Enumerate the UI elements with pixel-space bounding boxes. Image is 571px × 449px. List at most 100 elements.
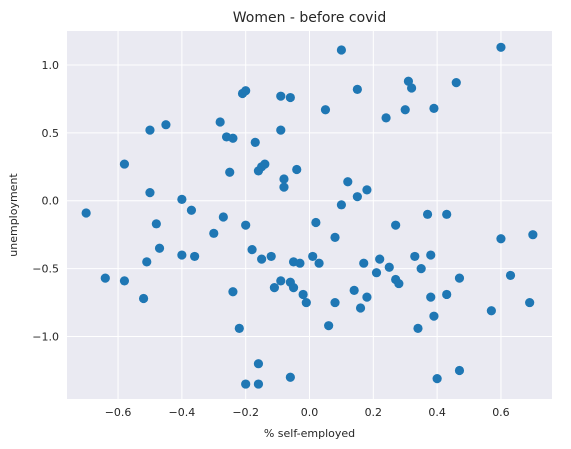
x-axis-label: % self-employed: [264, 427, 355, 440]
data-point: [426, 250, 436, 260]
data-point: [145, 125, 155, 135]
data-point: [276, 125, 286, 135]
data-point: [161, 120, 171, 130]
data-point: [451, 78, 461, 88]
data-point: [279, 182, 289, 192]
data-point: [241, 379, 251, 389]
data-point: [422, 209, 433, 219]
data-point: [285, 92, 295, 103]
data-point: [355, 303, 366, 313]
data-point: [505, 270, 516, 281]
x-tick-label: 0.6: [492, 406, 510, 419]
data-point: [359, 258, 369, 268]
data-point: [410, 251, 420, 262]
data-point: [381, 113, 391, 123]
data-point: [298, 289, 308, 300]
data-point: [119, 276, 130, 286]
data-point: [349, 285, 359, 295]
data-point: [320, 105, 331, 115]
data-point: [343, 177, 353, 187]
data-point: [119, 159, 130, 169]
y-tick-label: 0.5: [42, 127, 60, 140]
chart-title: Women - before covid: [233, 10, 387, 26]
data-point: [426, 292, 436, 302]
data-point: [486, 306, 496, 316]
data-point: [276, 91, 286, 101]
data-point: [288, 283, 299, 293]
data-point: [177, 194, 187, 204]
data-point: [241, 220, 251, 230]
x-tick-label: 0.4: [428, 406, 446, 419]
data-point: [442, 209, 452, 219]
y-tick-label: −0.5: [32, 263, 59, 276]
y-tick-label: −1.0: [32, 331, 59, 344]
data-point: [525, 297, 535, 308]
x-tick-label: 0.0: [301, 406, 319, 419]
data-point: [432, 374, 442, 384]
data-point: [429, 103, 439, 114]
data-point: [269, 283, 280, 293]
data-point: [225, 167, 235, 177]
data-point: [215, 117, 225, 127]
data-point: [311, 217, 321, 228]
data-point: [145, 187, 155, 198]
x-tick-label: −0.2: [232, 406, 259, 419]
data-point: [528, 230, 538, 240]
data-point: [496, 42, 506, 52]
data-point: [260, 159, 270, 169]
x-tick-label: −0.6: [105, 406, 132, 419]
y-axis-label: unemployment: [7, 173, 20, 257]
data-point: [330, 232, 340, 243]
data-point: [416, 264, 426, 274]
data-point: [336, 200, 347, 210]
data-point: [142, 257, 152, 267]
x-tick-label: −0.4: [169, 406, 196, 419]
data-point: [276, 276, 286, 286]
data-points: [81, 42, 538, 389]
data-point: [295, 258, 305, 268]
x-tick-label: 0.2: [365, 406, 383, 419]
data-point: [314, 258, 324, 268]
data-point: [384, 262, 394, 272]
data-point: [429, 311, 439, 321]
data-point: [352, 84, 362, 94]
data-point: [151, 219, 161, 229]
data-point: [247, 245, 257, 255]
data-point: [138, 293, 149, 304]
data-point: [330, 297, 340, 308]
x-tick-labels: −0.6 −0.4 −0.2 0.0 0.2 0.4 0.6: [105, 406, 510, 419]
data-point: [253, 359, 264, 369]
data-point: [362, 292, 372, 302]
data-point: [352, 192, 362, 202]
data-point: [391, 220, 401, 230]
data-point: [253, 379, 264, 389]
data-point: [400, 105, 410, 115]
data-point: [362, 185, 372, 195]
data-point: [394, 278, 404, 289]
data-point: [285, 372, 295, 382]
data-point: [407, 83, 417, 93]
data-point: [442, 289, 452, 300]
data-point: [100, 273, 110, 283]
data-point: [81, 208, 91, 218]
data-point: [308, 251, 318, 262]
data-point: [241, 86, 251, 96]
y-tick-labels: 1.0 0.5 0.0 −0.5 −1.0: [32, 59, 59, 344]
data-point: [292, 164, 302, 175]
data-point: [375, 254, 385, 264]
data-point: [454, 365, 465, 376]
data-point: [228, 133, 238, 143]
y-tick-label: 1.0: [42, 59, 60, 72]
data-point: [250, 137, 260, 147]
data-point: [218, 212, 228, 222]
data-point: [336, 45, 347, 55]
data-point: [413, 323, 423, 333]
data-point: [228, 287, 238, 297]
data-point: [454, 273, 465, 283]
data-point: [154, 243, 165, 253]
data-point: [177, 250, 187, 260]
y-tick-label: 0.0: [42, 195, 60, 208]
data-point: [234, 323, 244, 333]
data-point: [266, 251, 276, 262]
